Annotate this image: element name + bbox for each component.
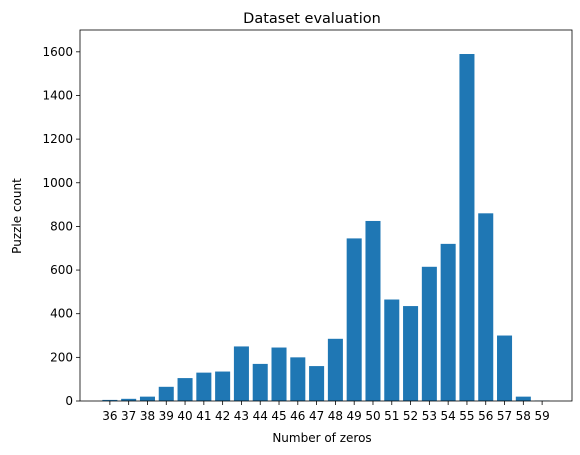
x-tick-label: 50: [365, 409, 380, 423]
x-tick-label: 48: [328, 409, 343, 423]
plot-frame: [79, 29, 573, 402]
x-tick-label: 57: [497, 409, 512, 423]
y-tick-label: 1000: [42, 176, 73, 190]
bar-52: [403, 306, 419, 401]
x-tick-label: 39: [159, 409, 174, 423]
bar-47: [309, 366, 325, 401]
bar-49: [346, 238, 362, 401]
bar-40: [177, 378, 193, 401]
x-tick-label: 56: [478, 409, 493, 423]
x-tick-label: 45: [271, 409, 286, 423]
chart-title: Dataset evaluation: [243, 11, 381, 27]
x-tick-label: 46: [290, 409, 305, 423]
x-tick-label: 54: [441, 409, 456, 423]
y-tick-label: 400: [50, 307, 73, 321]
bar-41: [196, 372, 212, 401]
y-tick-label: 1200: [42, 132, 73, 146]
bar-43: [233, 346, 249, 401]
bar-50: [365, 220, 381, 401]
x-tick-label: 38: [140, 409, 155, 423]
y-tick-label: 800: [50, 219, 73, 233]
bar-57: [497, 335, 513, 401]
bar-46: [290, 357, 306, 401]
x-tick-label: 53: [422, 409, 437, 423]
y-tick-label: 600: [50, 263, 73, 277]
x-tick-label: 52: [403, 409, 418, 423]
y-tick-label: 1600: [42, 45, 73, 59]
x-axis-label: Number of zeros: [272, 431, 371, 445]
y-tick-label: 0: [65, 394, 73, 408]
x-tick-label: 49: [347, 409, 362, 423]
x-tick-label: 36: [102, 409, 117, 423]
bar-56: [478, 213, 494, 401]
y-tick-label: 1400: [42, 88, 73, 102]
x-tick-label: 44: [253, 409, 268, 423]
x-tick-label: 42: [215, 409, 230, 423]
bar-36: [102, 399, 118, 401]
y-axis-label: Puzzle count: [10, 178, 24, 254]
x-tick-label: 47: [309, 409, 324, 423]
bar-42: [215, 371, 231, 401]
bar-45: [271, 347, 287, 401]
bar-54: [440, 243, 456, 401]
x-tick-label: 58: [516, 409, 531, 423]
x-tick-label: 41: [196, 409, 211, 423]
x-tick-label: 40: [177, 409, 192, 423]
bar-58: [515, 396, 531, 401]
bar-39: [158, 386, 174, 401]
x-tick-label: 59: [534, 409, 549, 423]
x-tick-label: 43: [234, 409, 249, 423]
bar-48: [327, 338, 343, 401]
bar-53: [421, 266, 437, 401]
y-axis: 0 200 400 600 800 1000 1200 1400 1600: [42, 45, 80, 408]
bar-55: [459, 54, 475, 401]
bar-37: [121, 398, 137, 401]
x-axis: 36 37 38 39 40 41 42 43 44 45 46 47 48 49 50 51 52 53 54 55…: [102, 401, 550, 423]
x-tick-label: 51: [384, 409, 399, 423]
y-tick-label: 200: [50, 350, 73, 364]
bars-group: [102, 54, 550, 401]
bar-38: [139, 396, 155, 401]
bar-51: [384, 299, 400, 401]
x-tick-label: 37: [121, 409, 136, 423]
bar-44: [252, 363, 268, 401]
x-tick-label: 55: [459, 409, 474, 423]
